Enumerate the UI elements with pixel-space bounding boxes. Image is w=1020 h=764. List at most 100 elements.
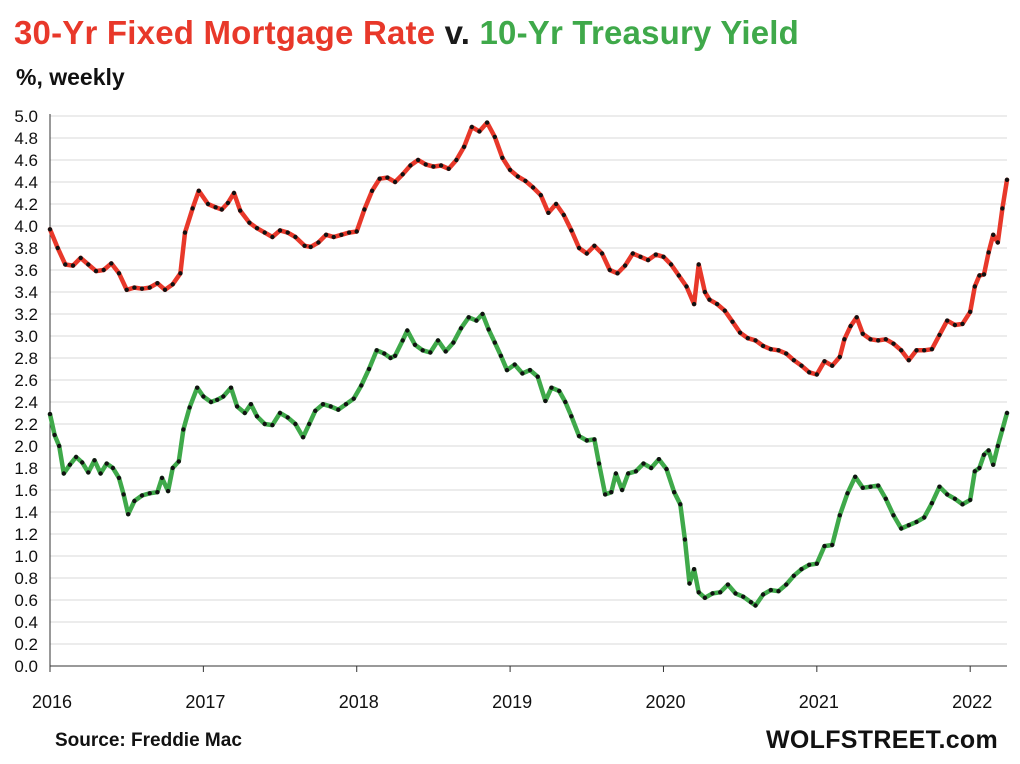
data-point (745, 336, 750, 341)
data-point (668, 262, 674, 267)
data-point (484, 120, 490, 125)
data-point (853, 474, 858, 479)
data-point (702, 289, 708, 295)
data-point (563, 399, 568, 405)
data-point (530, 185, 536, 190)
data-point (991, 232, 996, 237)
y-tick-label: 1.4 (14, 503, 38, 522)
data-point (346, 230, 352, 235)
data-point (760, 592, 766, 597)
data-point (891, 513, 896, 518)
data-point (132, 498, 137, 504)
data-point (995, 443, 1000, 449)
data-point (722, 308, 727, 313)
data-point (415, 157, 421, 163)
data-point (687, 581, 692, 586)
data-point (316, 240, 321, 245)
data-point (776, 589, 781, 594)
data-point (977, 465, 982, 471)
data-point (868, 484, 873, 489)
data-point (991, 462, 996, 467)
data-point (67, 462, 73, 467)
data-point (914, 519, 919, 525)
data-point (412, 342, 418, 347)
data-point (868, 337, 873, 342)
data-point (110, 465, 116, 471)
data-point (98, 471, 103, 476)
x-tick-label: 2021 (799, 692, 839, 712)
data-point (945, 318, 950, 323)
data-point (977, 273, 982, 278)
data-point (929, 501, 935, 506)
data-point (86, 262, 91, 267)
data-point (277, 410, 283, 416)
x-tick-label: 2016 (32, 692, 72, 712)
data-point (362, 207, 367, 212)
y-tick-label: 4.6 (14, 151, 38, 170)
data-point (523, 178, 528, 184)
data-point (837, 513, 842, 518)
data-point (649, 465, 654, 471)
data-point (93, 268, 99, 274)
title-treasury: 10-Yr Treasury Yield (479, 14, 800, 51)
data-point (331, 234, 336, 240)
data-point (101, 267, 106, 273)
y-tick-label: 3.8 (14, 239, 38, 258)
title-versus: v. (435, 14, 480, 51)
data-point (270, 422, 275, 428)
data-point (155, 490, 160, 495)
data-point (592, 243, 597, 248)
data-point (883, 337, 888, 342)
data-point (981, 272, 987, 277)
data-point (238, 208, 243, 213)
y-tick-label: 1.0 (14, 547, 38, 566)
data-point (952, 496, 958, 501)
data-point (557, 388, 562, 394)
data-point (323, 232, 329, 237)
chart-subtitle: %, weekly (16, 64, 125, 90)
data-point (906, 358, 911, 363)
data-point (195, 385, 200, 390)
data-point (285, 415, 290, 420)
data-point (165, 488, 171, 494)
data-point (899, 526, 904, 531)
data-point (1000, 206, 1005, 211)
data-point (661, 254, 666, 259)
data-point (176, 459, 181, 464)
y-tick-label: 2.2 (14, 415, 38, 434)
data-point (691, 567, 697, 572)
data-point (507, 167, 513, 173)
data-point (359, 383, 364, 388)
data-point (461, 144, 467, 149)
x-tick-label: 2020 (645, 692, 685, 712)
data-point (208, 399, 214, 405)
data-point (569, 414, 574, 419)
data-point (538, 193, 543, 198)
data-point (848, 323, 853, 329)
data-point (553, 201, 559, 207)
data-point (718, 590, 723, 595)
data-point (234, 404, 240, 409)
data-point (392, 179, 398, 185)
y-tick-label: 0.0 (14, 657, 38, 676)
data-point (876, 483, 881, 488)
data-point (262, 230, 267, 235)
data-point (277, 228, 283, 233)
data-point (814, 561, 819, 566)
data-point (408, 163, 413, 168)
data-point (181, 427, 186, 432)
data-point (196, 188, 201, 193)
data-point (952, 322, 958, 328)
data-point (205, 201, 211, 207)
data-point (645, 257, 651, 263)
data-point (215, 397, 220, 402)
data-point (78, 255, 83, 261)
data-point (328, 404, 333, 409)
data-point (52, 432, 57, 438)
data-point (638, 254, 643, 259)
data-point (221, 394, 226, 399)
data-point (492, 134, 497, 140)
data-point (807, 562, 812, 567)
data-point (546, 210, 551, 215)
